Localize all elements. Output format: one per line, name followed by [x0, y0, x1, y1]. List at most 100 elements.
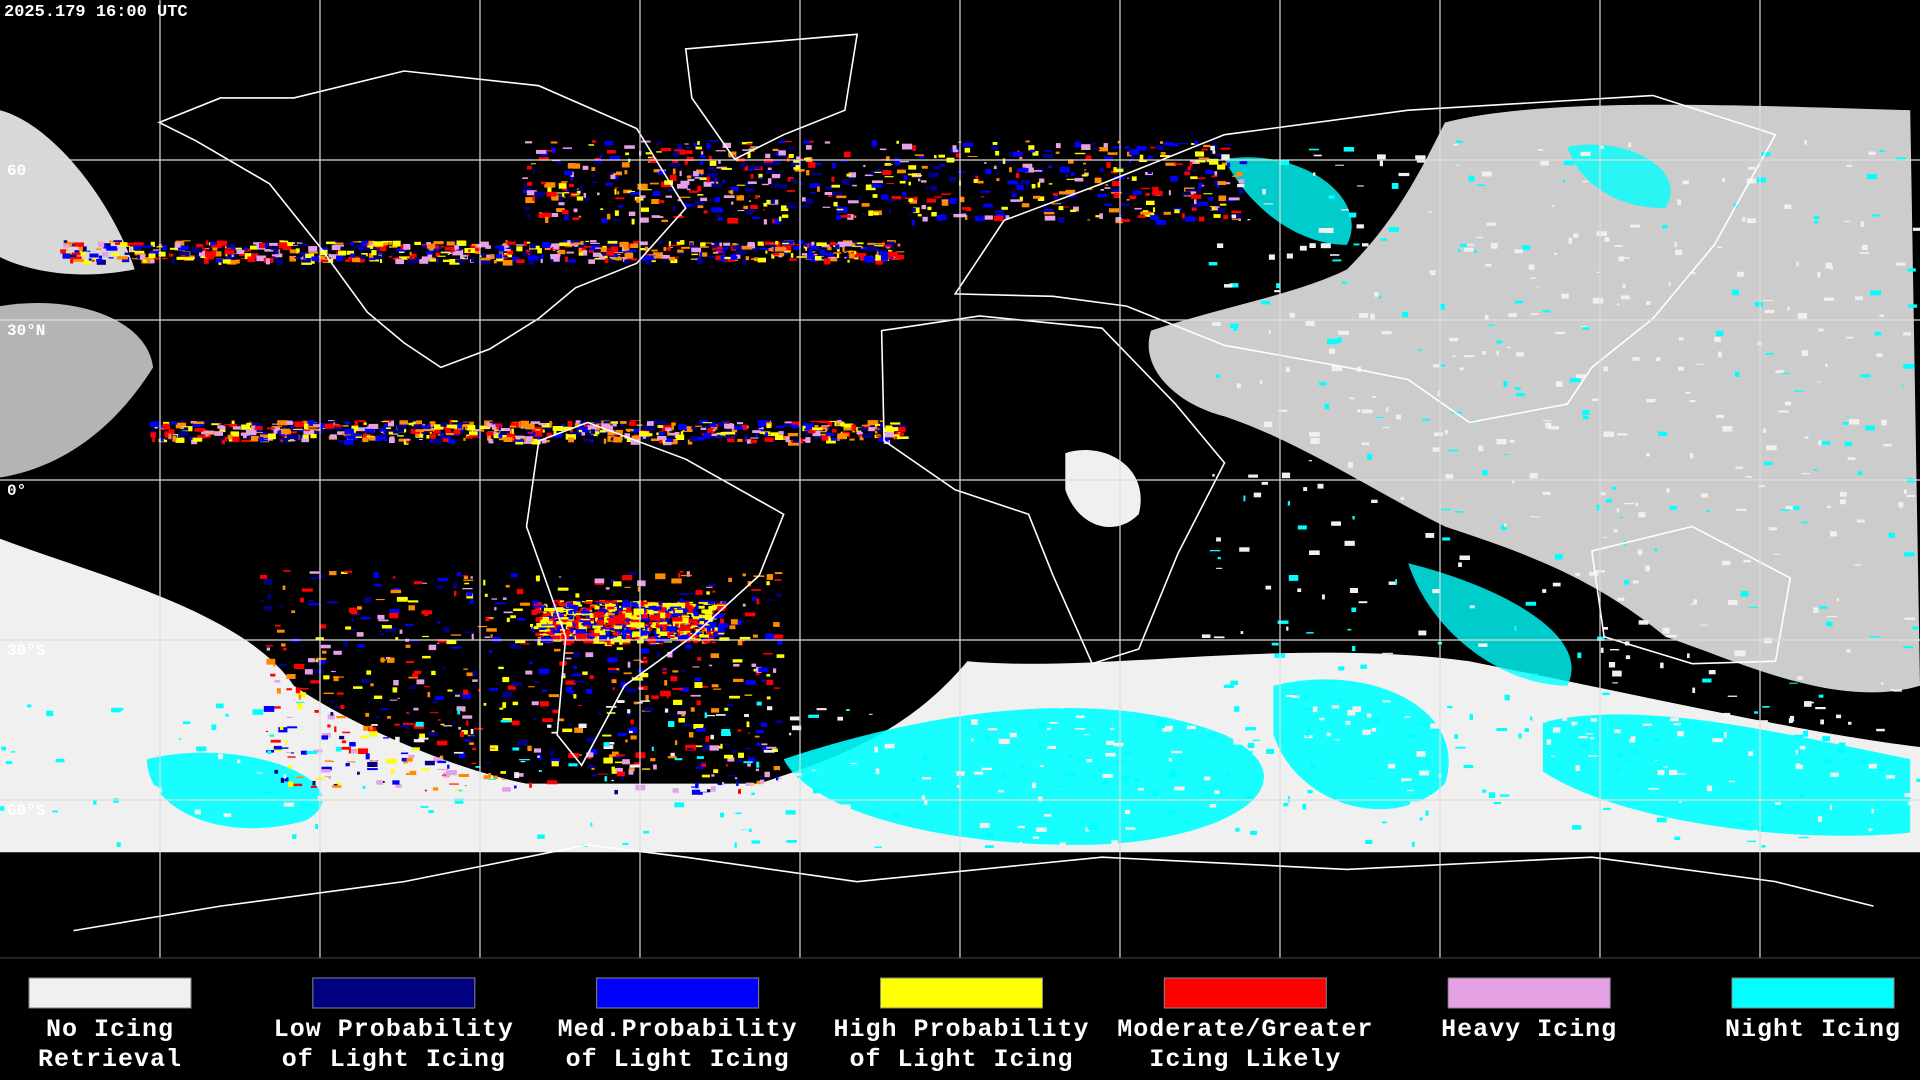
speckle: [227, 434, 233, 440]
speckle: [411, 422, 416, 427]
speckle: [637, 183, 648, 190]
speckle: [973, 179, 979, 183]
speckle: [697, 657, 702, 661]
speckle: [271, 426, 283, 428]
speckle: [1061, 705, 1070, 708]
speckle: [827, 195, 833, 197]
speckle: [115, 241, 123, 245]
speckle: [1008, 152, 1012, 157]
speckle: [897, 243, 901, 247]
speckle: [807, 243, 810, 248]
speckle: [763, 749, 775, 753]
speckle: [569, 615, 574, 620]
speckle: [621, 423, 624, 427]
speckle: [734, 250, 741, 255]
speckle: [1818, 694, 1824, 698]
speckle: [101, 252, 109, 257]
speckle: [1232, 218, 1240, 220]
speckle: [443, 627, 450, 633]
speckle: [426, 435, 430, 439]
speckle: [178, 431, 186, 438]
speckle: [1038, 796, 1043, 802]
speckle: [613, 436, 623, 443]
speckle: [330, 712, 334, 716]
speckle: [748, 194, 751, 197]
speckle: [764, 158, 774, 163]
speckle: [1025, 140, 1030, 143]
speckle: [711, 433, 719, 436]
speckle: [832, 163, 837, 169]
speckle: [720, 432, 726, 436]
speckle: [200, 255, 206, 259]
speckle: [1370, 718, 1381, 723]
speckle: [996, 172, 1000, 175]
speckle: [583, 619, 594, 622]
speckle: [1530, 707, 1540, 710]
speckle: [1418, 349, 1422, 352]
speckle: [1136, 145, 1147, 151]
speckle: [728, 577, 732, 582]
speckle: [326, 241, 336, 245]
speckle: [813, 436, 825, 440]
speckle: [697, 624, 706, 627]
speckle: [840, 215, 851, 218]
speckle: [573, 651, 580, 658]
speckle: [395, 783, 402, 788]
speckle: [290, 425, 294, 429]
speckle: [595, 601, 604, 604]
speckle: [1868, 151, 1876, 155]
speckle: [331, 424, 342, 428]
speckle: [565, 680, 576, 685]
speckle: [1104, 203, 1113, 206]
speckle: [1775, 370, 1784, 374]
speckle: [655, 606, 662, 611]
speckle: [653, 255, 663, 259]
speckle: [640, 248, 649, 251]
speckle: [572, 432, 581, 436]
speckle: [281, 643, 286, 647]
speckle: [1002, 158, 1006, 164]
speckle: [241, 439, 252, 442]
speckle: [1617, 597, 1625, 601]
speckle: [446, 424, 458, 429]
speckle: [1468, 175, 1475, 182]
speckle: [205, 433, 209, 437]
speckle: [1276, 823, 1281, 826]
speckle: [925, 187, 930, 190]
speckle: [541, 181, 546, 185]
speckle: [427, 254, 433, 259]
speckle: [908, 181, 911, 186]
speckle: [1572, 825, 1582, 830]
speckle: [1628, 142, 1632, 147]
speckle: [506, 241, 516, 245]
speckle: [396, 248, 407, 252]
speckle: [714, 627, 720, 632]
speckle: [1238, 681, 1242, 687]
speckle: [805, 246, 808, 251]
speckle: [396, 596, 408, 602]
speckle: [533, 748, 542, 753]
speckle: [568, 620, 578, 623]
speckle: [750, 204, 758, 209]
speckle: [766, 581, 770, 586]
speckle: [824, 141, 831, 144]
speckle: [836, 215, 842, 220]
speckle: [1216, 184, 1220, 189]
speckle: [1829, 531, 1837, 537]
speckle: [689, 593, 699, 595]
speckle: [320, 769, 331, 773]
speckle: [395, 736, 400, 742]
speckle: [614, 634, 619, 640]
speckle: [1122, 776, 1132, 778]
speckle: [803, 140, 810, 144]
speckle: [687, 178, 695, 182]
speckle: [1534, 772, 1541, 779]
speckle: [631, 428, 641, 433]
speckle: [408, 712, 411, 716]
speckle: [882, 170, 892, 175]
speckle: [541, 423, 552, 428]
speckle: [203, 247, 206, 251]
speckle: [1347, 709, 1356, 716]
speckle: [194, 809, 201, 815]
speckle: [664, 180, 673, 185]
